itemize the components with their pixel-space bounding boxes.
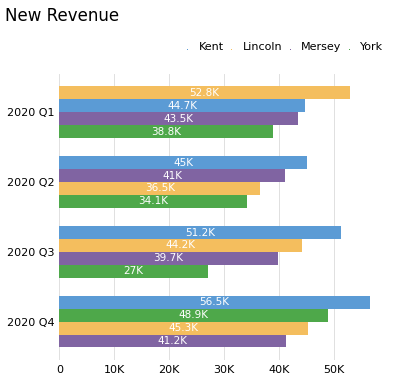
- Text: 41.2K: 41.2K: [158, 336, 188, 346]
- Bar: [59, 335, 286, 348]
- Bar: [59, 195, 247, 208]
- Text: 38.8K: 38.8K: [151, 126, 181, 136]
- Bar: [59, 265, 208, 278]
- Bar: [59, 239, 302, 252]
- Bar: [59, 112, 299, 125]
- Text: 52.8K: 52.8K: [189, 88, 219, 98]
- Bar: [59, 125, 272, 138]
- Text: 56.5K: 56.5K: [200, 297, 230, 308]
- Bar: [59, 252, 278, 265]
- Bar: [59, 156, 307, 169]
- Bar: [59, 182, 260, 195]
- Bar: [59, 296, 370, 309]
- Text: 45.3K: 45.3K: [169, 323, 199, 333]
- Text: 27K: 27K: [124, 266, 144, 276]
- Text: 44.2K: 44.2K: [166, 240, 196, 251]
- Legend: Kent, Lincoln, Mersey, York: Kent, Lincoln, Mersey, York: [187, 42, 383, 52]
- Text: 44.7K: 44.7K: [167, 101, 197, 111]
- Bar: [59, 309, 328, 322]
- Bar: [59, 99, 305, 112]
- Text: 43.5K: 43.5K: [164, 113, 194, 124]
- Text: 48.9K: 48.9K: [179, 310, 209, 320]
- Bar: [59, 322, 308, 335]
- Text: 41K: 41K: [162, 170, 182, 181]
- Text: 51.2K: 51.2K: [185, 228, 215, 238]
- Bar: [59, 86, 350, 99]
- Bar: [59, 226, 341, 239]
- Text: 45K: 45K: [173, 158, 193, 168]
- Text: 36.5K: 36.5K: [145, 183, 175, 194]
- Text: New Revenue: New Revenue: [5, 7, 119, 25]
- Text: 34.1K: 34.1K: [138, 196, 168, 206]
- Bar: [59, 169, 285, 182]
- Text: 39.7K: 39.7K: [154, 253, 183, 263]
